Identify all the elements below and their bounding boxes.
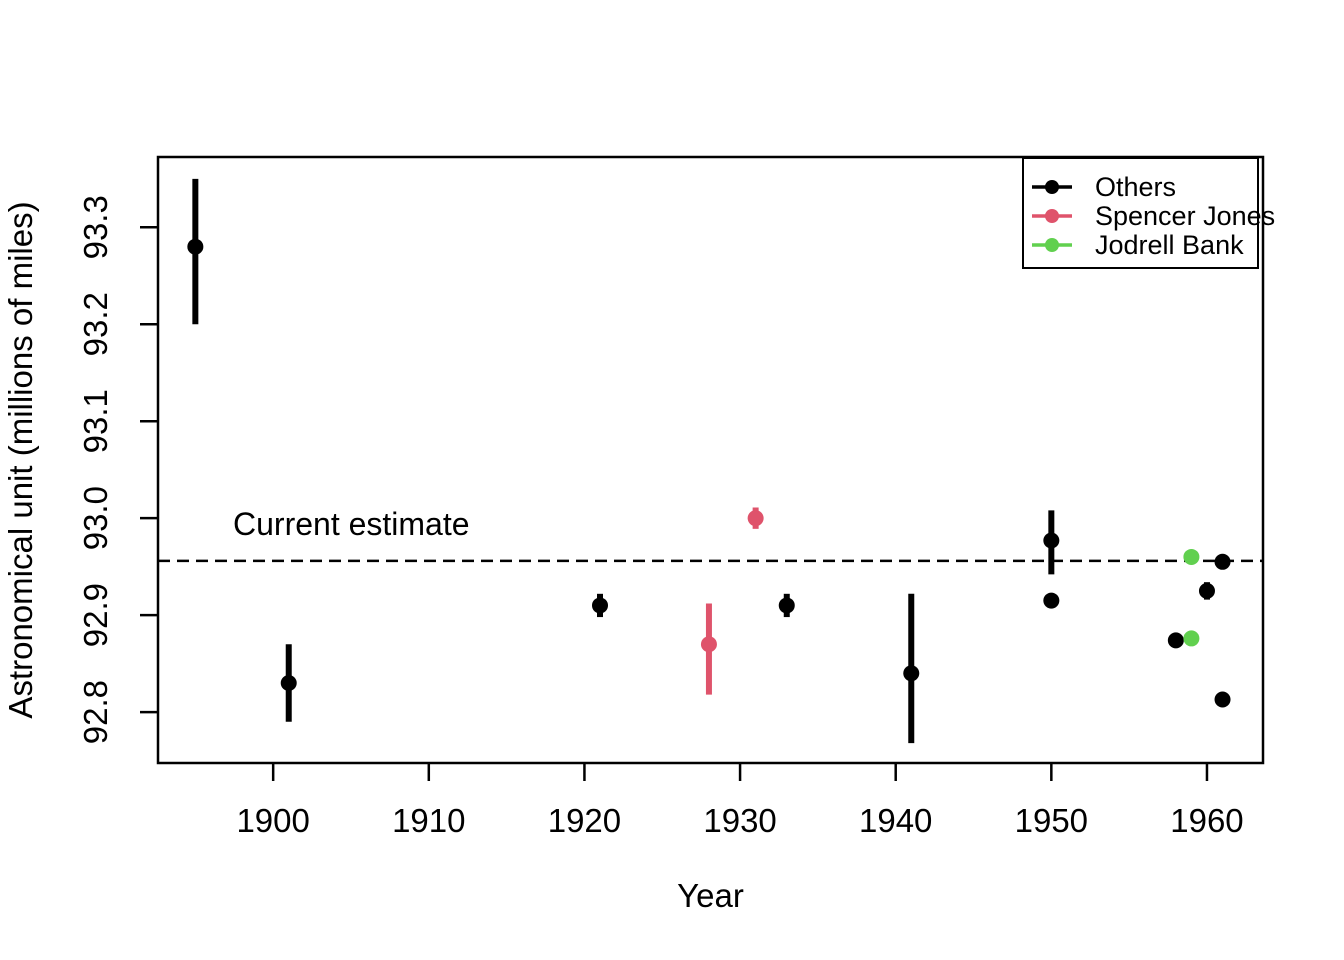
legend-marker-dot — [1045, 209, 1059, 223]
data-point — [187, 238, 204, 255]
data-point — [1183, 548, 1200, 565]
data-point — [778, 597, 795, 614]
data-point — [280, 675, 297, 692]
y-tick-label: 93.2 — [77, 292, 114, 356]
data-point — [1043, 532, 1060, 549]
data-point — [903, 665, 920, 682]
y-tick-label: 92.9 — [77, 583, 114, 647]
x-tick-label: 1940 — [859, 802, 932, 839]
current-estimate-label: Current estimate — [233, 506, 470, 542]
data-point — [747, 510, 764, 527]
legend-marker-dot — [1045, 180, 1059, 194]
x-tick-label: 1910 — [392, 802, 465, 839]
legend-marker-dot — [1045, 238, 1059, 252]
data-point — [700, 636, 717, 653]
y-tick-label: 93.0 — [77, 486, 114, 550]
x-axis-title: Year — [677, 877, 744, 914]
plot-border — [156, 155, 1265, 765]
y-tick-label: 92.8 — [77, 680, 114, 744]
legend-label: Jodrell Bank — [1095, 230, 1244, 260]
data-point — [1214, 691, 1231, 708]
y-axis-title: Astronomical unit (millions of miles) — [2, 201, 39, 718]
x-tick-label: 1960 — [1170, 802, 1243, 839]
y-tick-label: 93.3 — [77, 195, 114, 259]
data-point — [1167, 632, 1184, 649]
y-tick-label: 93.1 — [77, 389, 114, 453]
legend-box — [1022, 157, 1259, 269]
data-point — [1043, 592, 1060, 609]
x-tick-label: 1950 — [1015, 802, 1088, 839]
x-tick-label: 1920 — [548, 802, 621, 839]
data-point — [1214, 553, 1231, 570]
data-point — [592, 597, 608, 614]
x-tick-label: 1930 — [703, 802, 776, 839]
legend-label: Spencer Jones — [1095, 201, 1275, 231]
data-point — [1183, 630, 1200, 647]
data-point — [1198, 582, 1215, 599]
legend-label: Others — [1095, 172, 1176, 202]
x-tick-label: 1900 — [236, 802, 309, 839]
